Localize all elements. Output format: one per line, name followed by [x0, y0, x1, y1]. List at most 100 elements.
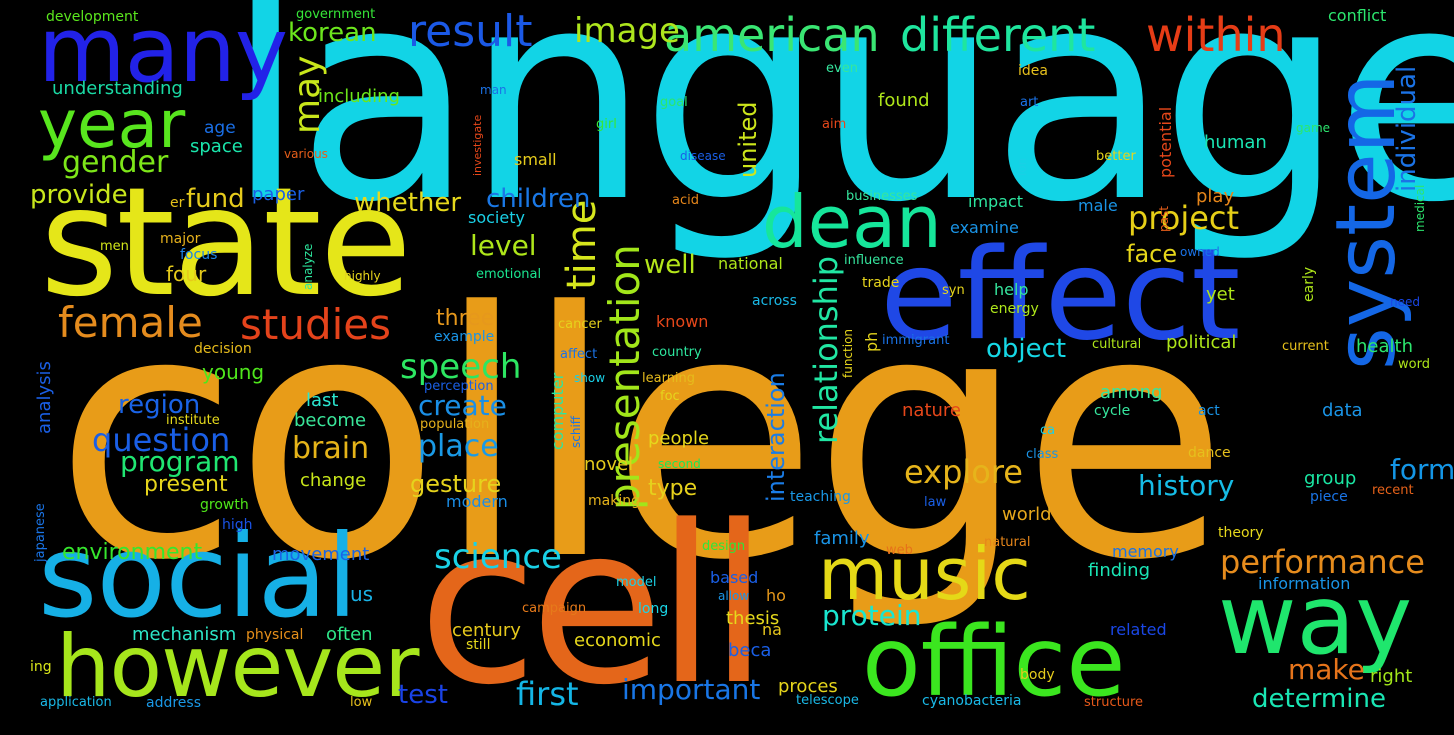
- word-explore: explore: [904, 453, 1023, 491]
- word-ph: ph: [862, 331, 881, 352]
- word-many: many: [38, 0, 288, 103]
- word-novel: novel: [584, 454, 634, 475]
- word-decision: decision: [194, 341, 252, 357]
- word-present: present: [144, 472, 228, 497]
- word-finding: finding: [1088, 560, 1151, 581]
- word-learning: learning: [642, 371, 696, 386]
- word-still: still: [466, 637, 491, 653]
- word-ing: ing: [30, 659, 52, 675]
- word-science: science: [434, 537, 562, 577]
- word-beca: beca: [728, 640, 772, 661]
- word-age: age: [204, 118, 236, 138]
- word-dean: dean: [762, 180, 942, 264]
- word-government: government: [296, 7, 376, 22]
- word-create: create: [418, 389, 507, 422]
- word-man: man: [480, 83, 507, 97]
- word-example: example: [434, 329, 495, 345]
- word-second: second: [658, 457, 701, 471]
- word-address: address: [146, 695, 202, 711]
- word-year: year: [38, 86, 186, 163]
- word-fund: fund: [186, 184, 245, 214]
- word-body: body: [1020, 667, 1055, 683]
- word-century: century: [452, 620, 521, 641]
- word-er: er: [170, 195, 185, 211]
- word-found: found: [878, 90, 930, 111]
- word-examine: examine: [950, 218, 1019, 237]
- word-application: application: [40, 695, 112, 710]
- word-language: language: [225, 0, 1454, 266]
- word-across: across: [752, 293, 797, 309]
- word-group: group: [1304, 468, 1357, 489]
- word-population: population: [420, 417, 490, 432]
- word-different: different: [900, 8, 1096, 62]
- word-national: national: [718, 254, 783, 273]
- word-play: play: [1196, 186, 1235, 207]
- word-growth: growth: [200, 497, 249, 513]
- word-society: society: [468, 208, 525, 227]
- word-investigate: investigate: [471, 114, 484, 176]
- word-state: state: [40, 156, 412, 330]
- word-children: children: [486, 184, 591, 214]
- word-movement: movement: [272, 544, 370, 565]
- word-paper: paper: [252, 184, 305, 205]
- word-allow: allow: [718, 589, 750, 603]
- word-thesis: thesis: [726, 608, 780, 629]
- word-potential: potential: [1156, 106, 1175, 178]
- word-act: act: [1198, 403, 1220, 419]
- word-family: family: [814, 528, 870, 549]
- word-political: political: [1166, 332, 1237, 353]
- word-physical: physical: [246, 627, 304, 643]
- word-level: level: [470, 229, 537, 262]
- word-provide: provide: [30, 180, 128, 210]
- word-better: better: [1096, 149, 1136, 164]
- word-class: class: [1026, 447, 1059, 462]
- word-perception: perception: [424, 379, 494, 394]
- word-protein: protein: [822, 599, 922, 632]
- word-world: world: [1002, 504, 1052, 525]
- word-way: way: [1218, 564, 1413, 676]
- word-na: na: [762, 620, 782, 639]
- word-analysis: analysis: [34, 361, 55, 434]
- word-effect: effect: [880, 221, 1241, 368]
- word-disease: disease: [680, 149, 726, 163]
- word-brain: brain: [292, 431, 370, 466]
- word-region: region: [118, 390, 201, 420]
- word-foc: foc: [660, 389, 680, 404]
- word-syn: syn: [942, 283, 965, 298]
- word-question: question: [92, 421, 231, 459]
- word-young: young: [202, 360, 265, 384]
- word-major: major: [160, 231, 201, 247]
- word-medical: medical: [1413, 184, 1427, 232]
- word-individual: individual: [1392, 65, 1422, 192]
- word-cyanobacteria: cyanobacteria: [922, 693, 1022, 709]
- word-whether: whether: [354, 188, 462, 218]
- word-face: face: [1126, 240, 1178, 268]
- word-development: development: [46, 9, 139, 25]
- word-four: four: [166, 262, 207, 286]
- word-country: country: [652, 345, 702, 360]
- word-economic: economic: [574, 630, 661, 651]
- word-social: social: [38, 510, 358, 643]
- word-gesture: gesture: [410, 470, 502, 498]
- word-need: need: [1390, 295, 1420, 309]
- word-program: program: [120, 445, 240, 478]
- word-idea: idea: [1018, 63, 1048, 79]
- word-image: image: [574, 11, 680, 51]
- word-even: even: [826, 61, 858, 76]
- word-korean: korean: [288, 18, 377, 48]
- word-past: past: [1157, 206, 1171, 232]
- word-american: american: [664, 8, 880, 62]
- word-well: well: [644, 250, 696, 280]
- word-cell: cell: [418, 480, 769, 733]
- word-acid: acid: [672, 193, 699, 208]
- word-relationship: relationship: [807, 255, 845, 444]
- word-human: human: [1204, 132, 1267, 153]
- word-ho: ho: [766, 586, 786, 605]
- word-gender: gender: [62, 145, 169, 180]
- word-focus: focus: [180, 247, 218, 263]
- word-long: long: [638, 601, 669, 617]
- word-highly: highly: [344, 269, 381, 283]
- word-early: early: [1301, 266, 1317, 302]
- word-theory: theory: [1218, 525, 1264, 541]
